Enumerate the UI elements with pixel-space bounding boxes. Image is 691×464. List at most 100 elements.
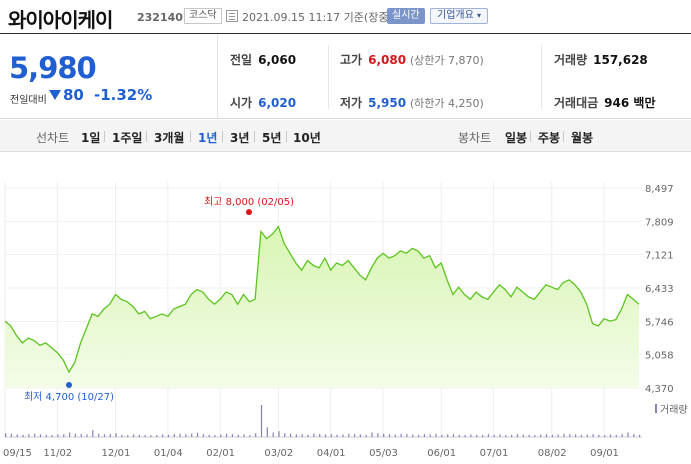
- tab-divider: [563, 131, 564, 142]
- current-price: 5,980: [9, 51, 97, 85]
- volume-bar: [418, 434, 420, 437]
- y-tick-label: 7,809: [645, 217, 674, 228]
- volume-bar: [580, 434, 582, 437]
- tab-5y[interactable]: 5년: [262, 131, 282, 145]
- volume-bar: [28, 434, 30, 437]
- volume-bar: [441, 434, 443, 437]
- change-value: 80: [63, 86, 84, 104]
- tab-1d[interactable]: 1일: [81, 131, 101, 145]
- tab-3m[interactable]: 3개월: [154, 131, 185, 145]
- volume-bar: [447, 434, 449, 437]
- price-chart[interactable]: 최고 8,000 (02/05) 최저 4,700 (10/27) 8,497 7,…: [0, 152, 691, 464]
- lower-limit: (하한가 4,250): [409, 97, 484, 110]
- volume-bar: [202, 434, 204, 437]
- x-tick-label: 08/02: [538, 448, 567, 459]
- volume-bar: [220, 434, 222, 437]
- low-label: 저가: [340, 96, 363, 110]
- volume-bar: [237, 434, 239, 437]
- tab-monthly-candle[interactable]: 월봉: [571, 131, 594, 145]
- volume-bar: [313, 433, 315, 437]
- tab-divider: [286, 131, 287, 142]
- chevron-down-icon: ▾: [477, 11, 482, 20]
- volume-bar: [290, 433, 292, 437]
- low-value: 5,950: [368, 96, 407, 110]
- volume-bar: [127, 435, 129, 437]
- volume-bar: [45, 434, 47, 437]
- volume-bar: [214, 435, 216, 437]
- volume-bar: [98, 433, 100, 437]
- volume-bar: [458, 434, 460, 437]
- volume-bar: [412, 434, 414, 437]
- tab-divider: [146, 131, 147, 142]
- down-arrow-icon: [49, 90, 61, 100]
- tab-3y[interactable]: 3년: [230, 131, 250, 145]
- price-summary: 5,980 전일대비 80 -1.32% 전일 6,060 시가 6,020 고가 6…: [0, 35, 691, 119]
- volume-bar: [16, 434, 18, 437]
- volume-bar: [505, 435, 507, 437]
- volume-bar: [615, 434, 617, 437]
- volume-bar: [231, 434, 233, 437]
- volume-bar: [260, 405, 263, 437]
- volume-bar: [226, 433, 228, 437]
- current-price-box: 5,980 전일대비 80 -1.32%: [0, 35, 218, 119]
- volume-bar: [249, 435, 251, 437]
- calendar-icon: [226, 10, 238, 22]
- volume-bar: [493, 434, 495, 437]
- volume-bar: [92, 430, 94, 437]
- volume-bar: [499, 434, 501, 437]
- volume-bar: [435, 433, 437, 437]
- volume-bar: [627, 432, 629, 437]
- volume-bar: [359, 434, 361, 437]
- volume-bar: [57, 434, 59, 437]
- timestamp: 2021.09.15 11:17 기준(장중): [242, 11, 393, 24]
- volume-bar: [528, 434, 530, 437]
- volume-bar: [633, 434, 635, 437]
- volume-chart: 거래량: [5, 404, 688, 437]
- x-tick-label: 06/01: [427, 448, 456, 459]
- volume-bar: [301, 434, 303, 437]
- volume-bar: [63, 434, 65, 437]
- x-tick-label: 11/02: [43, 448, 72, 459]
- volume-bar: [621, 434, 623, 437]
- volume-bar: [80, 434, 82, 437]
- volume-bar: [208, 434, 210, 437]
- volume-bar: [511, 434, 513, 437]
- volume-bar: [586, 434, 588, 437]
- volume-bar: [243, 434, 245, 437]
- volume-bar: [74, 433, 76, 437]
- volume-bar: [470, 434, 472, 437]
- volume-bar: [278, 431, 280, 437]
- volume-bar: [551, 434, 553, 437]
- volume-bar: [336, 434, 338, 437]
- price-area: [4, 225, 640, 388]
- stock-name[interactable]: 와이아이케이: [8, 8, 113, 32]
- tab-10y[interactable]: 10년: [293, 131, 321, 145]
- volume-bar: [400, 433, 402, 437]
- high-point-marker: [246, 209, 252, 216]
- y-tick-label: 7,121: [645, 251, 674, 262]
- volume-bar: [39, 434, 42, 437]
- x-tick-label: 03/02: [264, 448, 293, 459]
- tab-1w[interactable]: 1주일: [112, 131, 143, 145]
- stock-header: 와이아이케이 232140 코스닥 2021.09.15 11:17 기준(장중…: [0, 0, 691, 34]
- x-tick-label: 07/01: [480, 448, 509, 459]
- volume-bar: [522, 434, 524, 437]
- volume-bar: [185, 434, 187, 437]
- volume-bar: [569, 434, 571, 437]
- volume-bar: [69, 432, 71, 437]
- volume-bar: [138, 434, 140, 437]
- volume-bar: [324, 434, 327, 437]
- tab-daily-candle[interactable]: 일봉: [505, 131, 528, 145]
- tab-divider: [190, 131, 191, 142]
- tab-1y[interactable]: 1년: [198, 131, 218, 145]
- change-rate: -1.32%: [94, 86, 153, 104]
- x-tick-label: 04/01: [317, 448, 346, 459]
- volume-bar: [534, 435, 536, 437]
- volume-bar: [487, 434, 489, 437]
- volume-bar: [365, 434, 367, 437]
- tab-weekly-candle[interactable]: 주봉: [538, 131, 561, 145]
- company-overview-button[interactable]: 기업개요 ▾: [430, 8, 489, 24]
- volume-bar: [284, 433, 286, 437]
- x-tick-label: 01/04: [154, 448, 183, 459]
- realtime-button[interactable]: 실시간: [387, 8, 425, 24]
